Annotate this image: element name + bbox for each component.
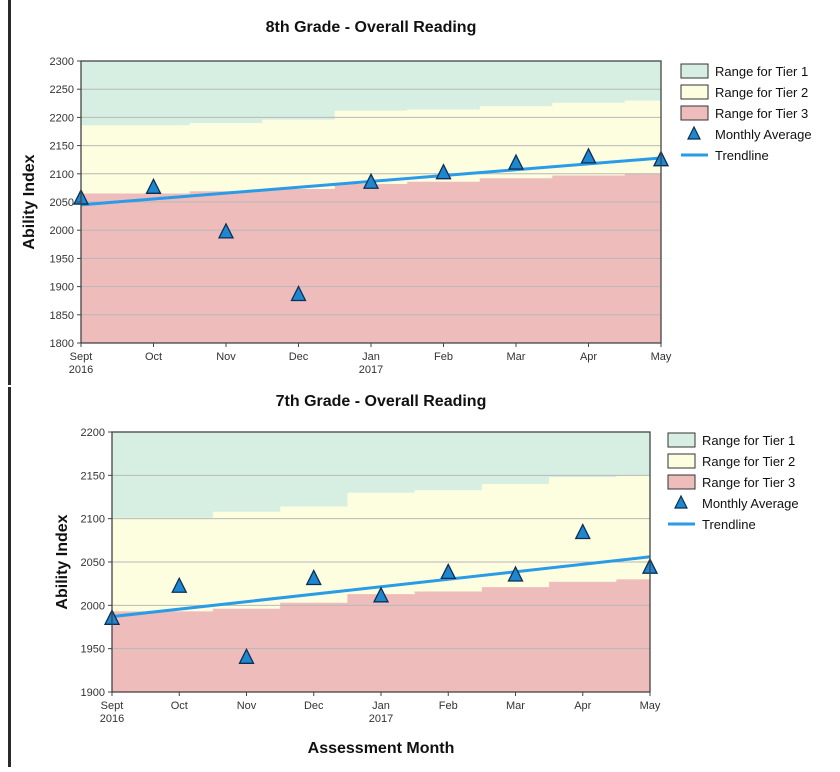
x-tick-label: Mar	[507, 351, 526, 363]
x-tick-label: Nov	[216, 351, 236, 363]
monthly-average-marker	[507, 565, 524, 582]
x-tick-sublabel: 2017	[359, 364, 383, 376]
monthly-average-markers	[72, 147, 670, 302]
x-tick-label: Jan	[362, 351, 380, 363]
x-tick-sublabel: 2017	[369, 713, 393, 725]
x-axis-label: Assessment Month	[308, 740, 455, 757]
x-tick-label: Dec	[289, 351, 309, 363]
x-tick-label: Apr	[580, 351, 597, 363]
monthly-average-marker	[290, 285, 307, 302]
x-tick-label: Sept	[101, 700, 124, 712]
x-tick-sublabel: 2016	[100, 713, 124, 725]
legend: Range for Tier 1 Range for Tier 2 Range …	[680, 63, 812, 163]
legend-swatch-tier3	[680, 105, 709, 121]
legend-label-tier1: Range for Tier 1	[702, 433, 795, 448]
chart-title: 7th Grade - Overall Reading	[276, 393, 487, 410]
y-axis-label: Ability Index	[54, 514, 71, 609]
x-tick-label: Sept	[70, 351, 93, 363]
y-axis-ticks: 1900 1950 2000 2050 2100 2150 2200	[81, 427, 112, 699]
y-tick-label: 1900	[50, 282, 74, 294]
y-tick-label: 2200	[81, 427, 105, 439]
legend-label-tier3: Range for Tier 3	[702, 475, 795, 490]
legend-swatch-tier2	[667, 453, 696, 469]
x-tick-label: Mar	[506, 700, 525, 712]
legend-triangle-icon	[687, 125, 701, 140]
monthly-average-marker	[507, 153, 525, 170]
legend-label-tier2: Range for Tier 2	[715, 85, 808, 100]
x-tick-label: Feb	[439, 700, 458, 712]
left-border	[8, 0, 11, 767]
x-tick-label: Oct	[145, 351, 162, 363]
chart-7th-grade: 1900 1950 2000 2050 2100 2150 2200 Sept 2016 Oct…	[0, 386, 840, 767]
chart-title: 8th Grade - Overall Reading	[266, 19, 477, 36]
x-tick-label: Jan	[372, 700, 390, 712]
monthly-average-marker	[372, 586, 390, 603]
y-tick-label: 2100	[81, 514, 105, 526]
y-tick-label: 2300	[50, 56, 74, 68]
monthly-average-marker	[305, 569, 322, 586]
y-tick-label: 1950	[50, 253, 74, 265]
legend-label-trendline: Trendline	[715, 148, 769, 163]
x-tick-label: Oct	[171, 700, 188, 712]
y-tick-label: 2100	[50, 169, 74, 181]
legend-label-tier1: Range for Tier 1	[715, 64, 808, 79]
x-tick-label: May	[640, 700, 661, 712]
monthly-average-marker	[171, 576, 188, 593]
monthly-average-marker	[435, 163, 452, 180]
legend-label-tier3: Range for Tier 3	[715, 106, 808, 121]
x-tick-label: Dec	[304, 700, 324, 712]
y-tick-label: 2000	[81, 600, 105, 612]
chart-8th-grade: 1800 1850 1900 1950 2000 2050 2100 2150 2200 2250…	[21, 19, 812, 376]
y-tick-label: 2200	[50, 112, 74, 124]
legend-label-monthly-average: Monthly Average	[702, 496, 799, 511]
legend-label-tier2: Range for Tier 2	[702, 454, 795, 469]
y-tick-label: 2150	[50, 141, 74, 153]
y-tick-label: 1950	[81, 644, 105, 656]
monthly-average-marker	[145, 177, 162, 194]
y-tick-label: 1900	[81, 687, 105, 699]
y-tick-label: 1800	[50, 338, 74, 350]
chart-separator	[0, 385, 840, 387]
legend-triangle-icon	[674, 494, 688, 509]
legend-swatch-tier3	[667, 474, 696, 490]
legend-label-monthly-average: Monthly Average	[715, 127, 812, 142]
monthly-average-marker	[362, 172, 380, 189]
y-tick-label: 2000	[50, 225, 74, 237]
x-tick-label: Apr	[574, 700, 591, 712]
monthly-average-marker	[440, 562, 457, 580]
legend-swatch-tier1	[680, 63, 709, 79]
legend-label-trendline: Trendline	[702, 517, 756, 532]
legend-swatch-tier1	[667, 432, 696, 448]
x-tick-label: Nov	[237, 700, 257, 712]
monthly-average-marker	[238, 647, 255, 664]
monthly-average-markers	[103, 523, 659, 664]
y-axis-ticks: 1800 1850 1900 1950 2000 2050 2100 2150 2200 2250…	[50, 56, 81, 350]
y-tick-label: 2250	[50, 84, 74, 96]
y-axis-label: Ability Index	[21, 154, 38, 249]
x-tick-label: Feb	[434, 351, 453, 363]
legend-swatch-tier2	[680, 84, 709, 100]
x-tick-sublabel: 2016	[69, 364, 93, 376]
y-tick-label: 2050	[50, 197, 74, 209]
chart-8th-grade-svg: 1800 1850 1900 1950 2000 2050 2100 2150 2200 2250…	[21, 19, 812, 376]
legend: Range for Tier 1 Range for Tier 2 Range …	[667, 432, 799, 532]
monthly-average-marker	[574, 523, 591, 540]
x-tick-label: May	[651, 351, 672, 363]
y-tick-label: 2050	[81, 557, 105, 569]
monthly-average-marker	[217, 222, 235, 239]
monthly-average-marker	[580, 147, 597, 164]
y-tick-label: 2150	[81, 470, 105, 482]
y-tick-label: 1850	[50, 310, 74, 322]
